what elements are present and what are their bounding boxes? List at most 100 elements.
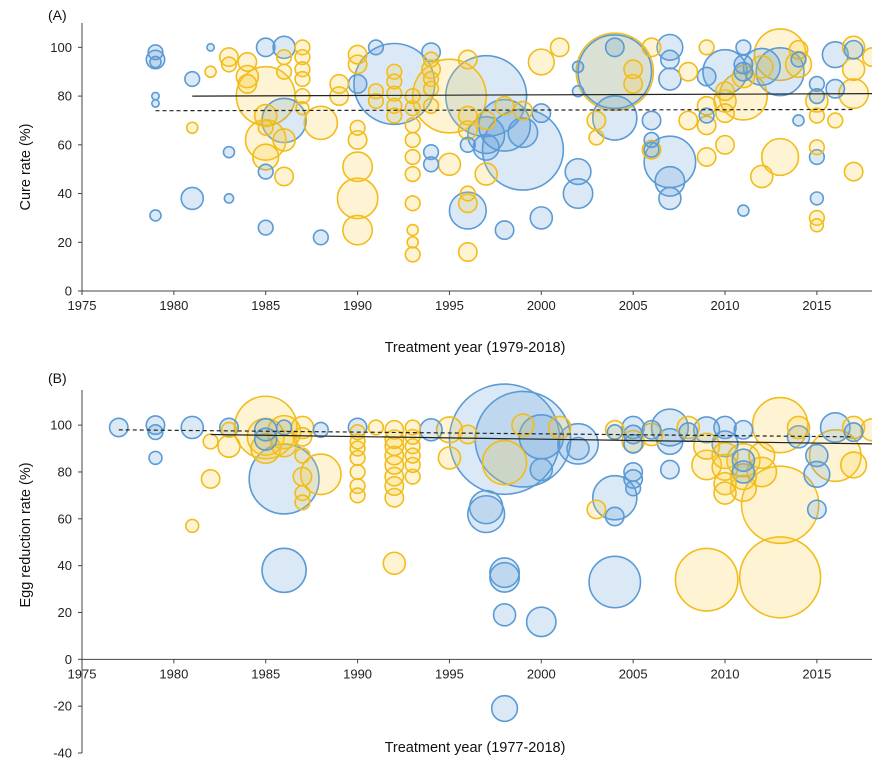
y-tick-label: -20: [53, 699, 72, 714]
blue-bubble: [792, 114, 805, 127]
yellow-bubble: [586, 499, 607, 520]
yellow-bubble: [476, 110, 497, 131]
yellow-bubble: [751, 396, 809, 454]
blue-bubble: [222, 145, 236, 159]
panel-a-plot: 0 20 40 60 80 100 1975 1980 1985 1990 1995 2000 2005…: [50, 23, 872, 313]
blue-bubble: [151, 98, 160, 108]
y-tick-label: 0: [65, 652, 72, 667]
solid-trend-line: [192, 93, 872, 97]
yellow-bubble: [459, 185, 476, 202]
blue-bubble: [566, 436, 590, 461]
yellow-bubble: [404, 468, 421, 485]
panel-b-plot: -40 -20 0 20 40 60 80 100 1975 1980 1985 1990 1995 20…: [50, 383, 872, 761]
yellow-bubble: [336, 177, 379, 220]
panel-a-ylabel: Cure rate (%): [18, 123, 34, 210]
yellow-bubble: [275, 63, 293, 80]
yellow-bubble: [294, 494, 311, 511]
blue-bubble: [529, 457, 554, 482]
blue-bubble: [808, 75, 826, 93]
yellow-bubble: [713, 471, 737, 496]
yellow-bubble: [235, 64, 260, 89]
blue-bubble: [489, 557, 521, 589]
yellow-bubble: [715, 103, 736, 124]
panel-a-xlabel: Treatment year (1979-2018): [385, 340, 566, 356]
blue-bubble: [147, 44, 164, 61]
blue-bubble: [843, 39, 864, 60]
blue-bubble: [490, 694, 519, 723]
yellow-bubble: [220, 56, 238, 73]
yellow-bubble: [860, 417, 872, 442]
dashed-trend-line: [118, 429, 854, 438]
yellow-bubble: [295, 101, 310, 116]
yellow-bubble: [623, 59, 644, 80]
blue-bubble: [809, 191, 825, 206]
yellow-bubble: [422, 97, 440, 114]
yellow-bubble: [841, 415, 866, 440]
yellow-bubble: [808, 209, 826, 227]
blue-bubble: [564, 157, 592, 186]
yellow-bubble: [367, 83, 385, 100]
yellow-bubble: [422, 51, 440, 68]
x-tick-label: 1975: [68, 298, 97, 313]
yellow-bubble: [404, 246, 421, 263]
blue-bubble: [472, 133, 500, 161]
blue-bubble: [643, 141, 660, 158]
blue-bubble: [147, 424, 164, 441]
yellow-bubble: [349, 487, 366, 504]
yellow-bubble: [200, 469, 221, 489]
yellow-bubble: [674, 547, 739, 612]
yellow-bubble: [457, 120, 478, 141]
yellow-bubble: [435, 416, 464, 444]
yellow-bubble: [404, 117, 421, 134]
yellow-bubble: [715, 81, 736, 102]
y-tick-label: 40: [58, 186, 72, 201]
yellow-bubble: [740, 465, 820, 545]
x-tick-label: 1995: [435, 666, 464, 681]
y-tick-label: 20: [58, 235, 72, 250]
yellow-bubble: [843, 161, 864, 182]
blue-bubble: [248, 443, 320, 515]
blue-bubble: [257, 219, 274, 236]
y-tick-label: 100: [50, 40, 72, 55]
y-tick-label: 100: [50, 418, 72, 433]
blue-bubble: [588, 555, 642, 609]
blue-bubble: [843, 422, 864, 443]
y-tick-label: 60: [58, 137, 72, 152]
solid-trend-line: [210, 433, 872, 445]
yellow-bubble: [457, 49, 478, 70]
blue-bubble: [312, 229, 329, 246]
blue-bubble: [819, 411, 851, 443]
blue-bubble: [481, 108, 565, 191]
x-tick-label: 2005: [619, 298, 648, 313]
x-tick-label: 1985: [251, 666, 280, 681]
blue-bubble: [623, 433, 644, 454]
blue-bubble: [422, 143, 440, 161]
blue-bubble: [650, 408, 690, 447]
x-tick-label: 1985: [251, 298, 280, 313]
blue-bubble: [151, 91, 160, 101]
yellow-bubble: [729, 462, 758, 491]
yellow-bubble: [294, 48, 311, 66]
blue-bubble: [149, 209, 162, 222]
blue-bubble: [692, 416, 721, 444]
y-tick-label: 60: [58, 511, 72, 526]
y-tick-label: 80: [58, 89, 72, 104]
yellow-bubble: [349, 119, 366, 136]
blue-bubble: [654, 165, 686, 197]
yellow-bubble: [511, 413, 535, 437]
yellow-bubble: [252, 143, 280, 171]
yellow-bubble: [457, 105, 478, 126]
blue-bubble: [621, 415, 645, 440]
yellow-bubble: [404, 100, 421, 117]
yellow-bubble: [292, 426, 313, 447]
x-tick-label: 1975: [68, 666, 97, 681]
yellow-bubble: [257, 119, 274, 136]
yellow-bubble: [457, 424, 478, 445]
dashed-trend-line: [155, 108, 854, 112]
yellow-bubble: [250, 433, 282, 465]
yellow-bubble: [698, 39, 715, 56]
blue-bubble: [562, 178, 594, 210]
yellow-bubble: [746, 456, 778, 488]
yellow-bubble: [185, 518, 200, 534]
blue-bubble: [641, 110, 662, 131]
